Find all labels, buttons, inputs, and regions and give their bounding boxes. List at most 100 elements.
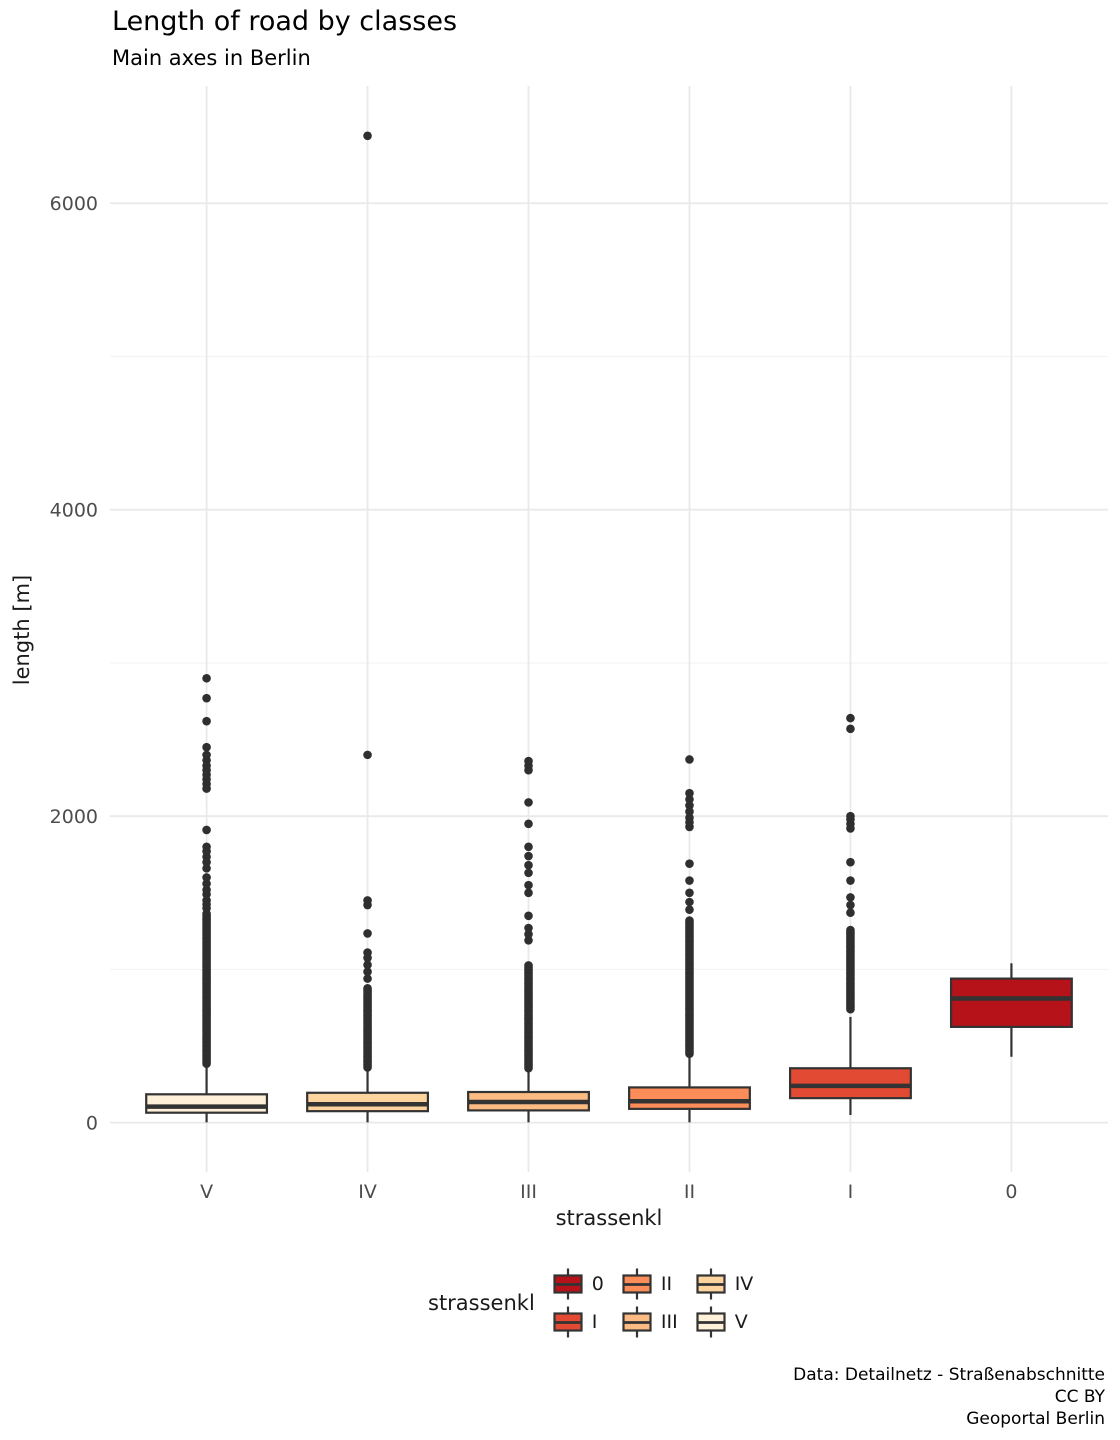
outlier-point [685,888,694,898]
outlier-point [524,860,533,870]
outlier-point [202,896,211,905]
legend-entry-II: II [622,1266,678,1302]
legend-label: V [734,1311,748,1333]
iqr-box [145,1093,269,1114]
outlier-point [524,798,533,807]
boxplot-III [467,756,590,1123]
outlier-point [524,923,533,933]
outlier-point [363,896,372,905]
outlier-point [202,825,211,835]
legend-entry-I: I [553,1304,604,1340]
outlier-point [685,755,694,764]
legend-title: strassenkl [428,1291,535,1315]
outlier-point [846,925,855,935]
outlier-point [685,876,694,885]
x-axis-title: strassenkl [555,1206,663,1230]
outlier-point [524,888,533,898]
iqr-box [949,977,1073,1028]
outlier-point [846,857,855,867]
outlier-point [846,876,855,885]
outlier-point [524,868,533,878]
outlier-point [363,131,372,141]
outlier-point [524,936,533,945]
outlier-point [685,905,694,914]
outlier-point [524,880,533,890]
outlier-point [685,788,694,798]
boxplot-I [788,713,912,1115]
y-axis-title: length [m] [10,574,34,686]
caption-line-3: Geoportal Berlin [966,1409,1105,1429]
outlier-point [685,916,694,925]
legend: strassenkl 0 I II III IV V [428,1262,753,1344]
y-tick-label: 4000 [50,500,98,522]
outlier-point [846,713,855,723]
boxplot-II [628,755,751,1123]
outlier-point [685,897,694,907]
outlier-point [685,801,694,810]
caption-line-1: Data: Detailnetz - Straßenabschnitte [793,1365,1105,1385]
outlier-point [202,842,211,852]
y-tick-label: 6000 [50,193,98,215]
outlier-point [202,750,211,760]
outlier-point [202,693,211,703]
chart-title: Length of road by classes [112,6,458,37]
chart-subtitle: Main axes in Berlin [112,46,311,70]
legend-label: IV [734,1273,754,1295]
outlier-point [363,967,372,977]
y-tick-label: 2000 [50,806,98,828]
outlier-point [846,900,855,910]
legend-label: 0 [591,1273,604,1295]
outlier-point [202,716,211,726]
x-tick-label: I [848,1181,854,1203]
outlier-point [363,983,372,993]
x-tick-label: II [684,1181,695,1203]
outlier-point [202,673,211,683]
legend-key-boxplot-icon [622,1306,652,1338]
outlier-point [363,948,372,957]
outlier-point [846,811,855,821]
iqr-box [788,1067,912,1100]
legend-key-boxplot-icon [622,1268,652,1300]
outlier-point [524,756,533,766]
outlier-point [202,885,211,895]
outlier-point [846,908,855,918]
outlier-point [363,929,372,938]
outlier-point [202,742,211,752]
outlier-point [524,929,533,939]
legend-entry-IV: IV [696,1266,754,1302]
caption: Data: Detailnetz - Straßenabschnitte CC … [793,1364,1105,1430]
outlier-point [524,851,533,861]
x-tick-label: IV [358,1181,377,1203]
boxplot-V [145,673,269,1123]
outlier-point [685,813,694,823]
outlier-point [846,893,855,902]
x-tick-label: 0 [1005,1181,1017,1203]
legend-entry-0: 0 [553,1266,604,1302]
x-tick-label: V [200,1181,213,1203]
outlier-point [846,724,855,734]
outlier-point [202,879,211,888]
legend-entries: 0 I II III IV V [553,1265,754,1341]
legend-entry-V: V [696,1304,754,1340]
outlier-point [202,873,211,882]
caption-line-2: CC BY [1054,1387,1105,1407]
outlier-point [685,795,694,804]
outlier-point [524,911,533,921]
boxplot-0 [949,963,1073,1057]
legend-key-boxplot-icon [696,1268,726,1300]
legend-key-boxplot-icon [696,1306,726,1338]
legend-entry-III: III [622,1304,678,1340]
legend-label: II [660,1273,673,1295]
x-tick-label: III [520,1181,537,1203]
outlier-point [685,859,694,868]
y-tick-label: 0 [86,1113,98,1135]
outlier-point [363,750,372,760]
legend-key-boxplot-icon [553,1268,583,1300]
outlier-point [524,842,533,852]
outlier-point [524,819,533,829]
outlier-point [202,863,211,873]
legend-label: III [660,1311,678,1333]
legend-key-boxplot-icon [553,1306,583,1338]
outlier-point [524,961,533,970]
